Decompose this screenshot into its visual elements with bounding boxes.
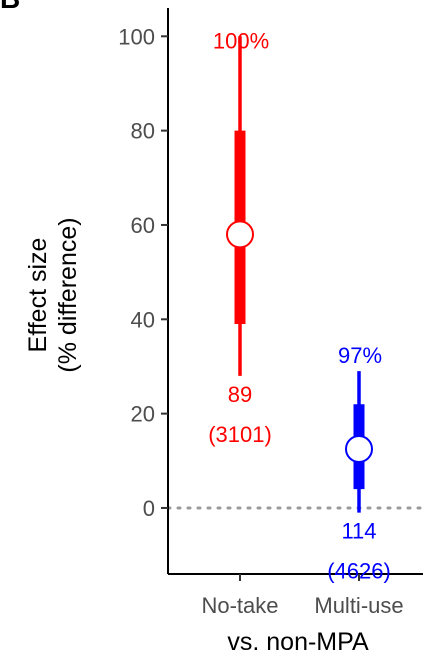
x-axis-title: vs. non-MPA — [227, 628, 369, 656]
series-multi-use: 97% 114 (4626) — [327, 343, 391, 584]
probability-label: 97% — [338, 343, 382, 368]
count-label: 89 — [228, 382, 252, 407]
y-axis-title-line-1: Effect size — [24, 238, 52, 353]
y-tick-label: 60 — [131, 213, 155, 238]
point-estimate — [226, 220, 254, 249]
y-tick-label: 100 — [118, 24, 155, 49]
sample-size-label: (4626) — [327, 559, 391, 584]
y-axis-title-line-2: (% difference) — [54, 217, 82, 372]
point-estimate — [345, 435, 373, 464]
y-tick-label: 80 — [131, 119, 155, 144]
y-tick-label: 20 — [131, 402, 155, 427]
y-tick-label: 0 — [143, 496, 155, 521]
panel-label: B — [0, 0, 20, 14]
count-label: 114 — [341, 519, 376, 544]
series-no-take: 100% 89 (3101) — [208, 28, 272, 447]
y-tick-label: 40 — [131, 307, 155, 332]
x-tick-label: Multi-use — [314, 593, 403, 618]
probability-label: 100% — [213, 28, 269, 53]
sample-size-label: (3101) — [208, 422, 272, 447]
x-tick-label: No-take — [201, 593, 278, 618]
